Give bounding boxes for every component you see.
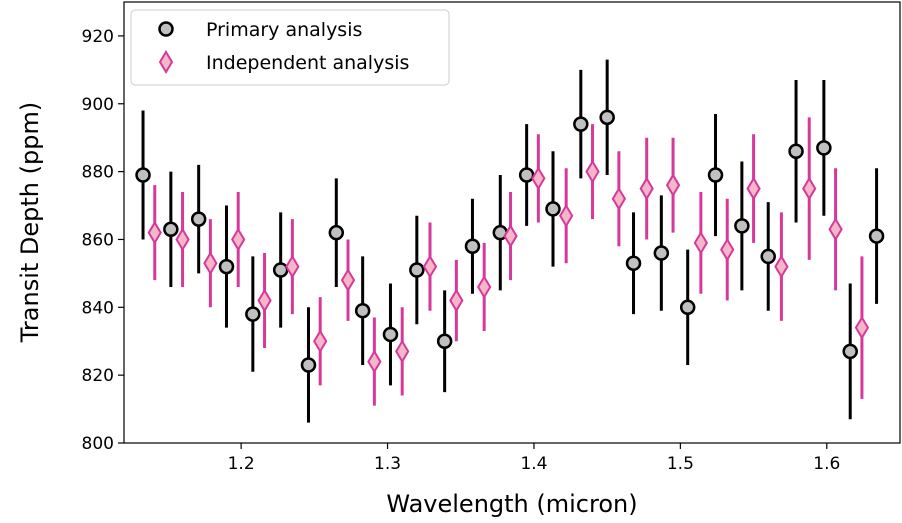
primary-data-point — [816, 140, 832, 156]
primary-data-point — [842, 343, 858, 360]
y-tick-label: 840 — [82, 298, 114, 318]
primary-data-point — [518, 167, 535, 183]
primary-data-point — [409, 262, 425, 278]
y-tick-label: 880 — [82, 163, 114, 183]
primary-data-point — [653, 245, 670, 261]
legend-marker-primary — [158, 21, 174, 37]
plot-frame — [123, 1, 901, 444]
primary-data-point — [354, 302, 371, 319]
independent-data-point — [340, 268, 356, 293]
primary-data-point — [245, 306, 261, 322]
legend-marker-independent — [158, 50, 174, 74]
primary-data-point — [135, 167, 151, 183]
series-independent — [147, 117, 870, 406]
primary-data-point — [760, 248, 776, 265]
series-primary — [135, 59, 885, 423]
y-tick-label: 860 — [82, 230, 114, 250]
x-axis-title: Wavelength (micron) — [386, 490, 637, 518]
independent-data-point — [231, 227, 246, 252]
primary-data-point — [868, 228, 885, 244]
independent-data-point — [559, 203, 574, 228]
independent-data-point — [828, 217, 843, 242]
legend-label-primary: Primary analysis — [206, 19, 362, 41]
plot-area — [135, 59, 885, 423]
independent-data-point — [257, 288, 272, 313]
primary-data-point — [707, 167, 724, 183]
primary-data-point — [788, 143, 804, 160]
primary-data-point — [300, 357, 317, 373]
independent-data-point — [477, 275, 492, 299]
legend-label-independent: Independent analysis — [206, 52, 409, 74]
independent-data-point — [147, 220, 162, 245]
x-tick-label: 1.3 — [374, 454, 401, 474]
axis-ticks: 1.2 1.3 1.4 1.5 1.6 800 820 840 860 880 900 920 — [82, 27, 841, 474]
independent-data-point — [285, 254, 300, 279]
primary-data-point — [328, 224, 345, 241]
independent-data-point — [665, 173, 681, 198]
primary-data-point — [436, 333, 453, 349]
primary-data-point — [163, 221, 179, 238]
primary-data-point — [464, 238, 481, 254]
primary-data-point — [679, 299, 696, 316]
independent-data-point — [367, 349, 382, 374]
y-tick-label: 800 — [82, 434, 114, 454]
primary-data-point — [573, 116, 589, 132]
x-tick-label: 1.6 — [813, 454, 840, 474]
x-tick-label: 1.4 — [520, 454, 547, 474]
primary-data-point — [382, 326, 399, 343]
y-tick-label: 920 — [82, 27, 114, 47]
independent-data-point — [203, 251, 218, 276]
y-axis-title: Transit Depth (ppm) — [16, 102, 44, 343]
x-tick-label: 1.5 — [667, 454, 694, 474]
independent-data-point — [313, 329, 328, 354]
primary-data-point — [599, 109, 615, 126]
primary-data-point — [190, 211, 207, 227]
y-tick-label: 820 — [82, 366, 114, 386]
x-tick-label: 1.2 — [228, 454, 255, 474]
primary-data-point — [734, 218, 750, 234]
primary-data-point — [218, 258, 235, 275]
independent-data-point — [175, 227, 190, 252]
primary-data-point — [625, 255, 642, 271]
independent-data-point — [449, 288, 464, 313]
independent-data-point — [585, 159, 600, 184]
legend: Primary analysis Independent analysis — [130, 9, 450, 86]
primary-data-point — [545, 201, 561, 217]
independent-data-point — [639, 176, 654, 201]
independent-data-point — [802, 176, 817, 201]
legend-box — [130, 9, 450, 86]
independent-data-point — [774, 254, 789, 279]
y-tick-label: 900 — [82, 95, 114, 115]
independent-data-point — [854, 315, 870, 340]
independent-data-point — [611, 186, 627, 211]
independent-data-point — [531, 166, 546, 191]
independent-data-point — [422, 254, 438, 279]
independent-data-point — [693, 230, 709, 255]
independent-data-point — [746, 176, 761, 201]
independent-data-point — [395, 339, 410, 364]
primary-data-point — [272, 262, 289, 278]
independent-data-point — [503, 224, 518, 249]
independent-data-point — [720, 237, 735, 262]
